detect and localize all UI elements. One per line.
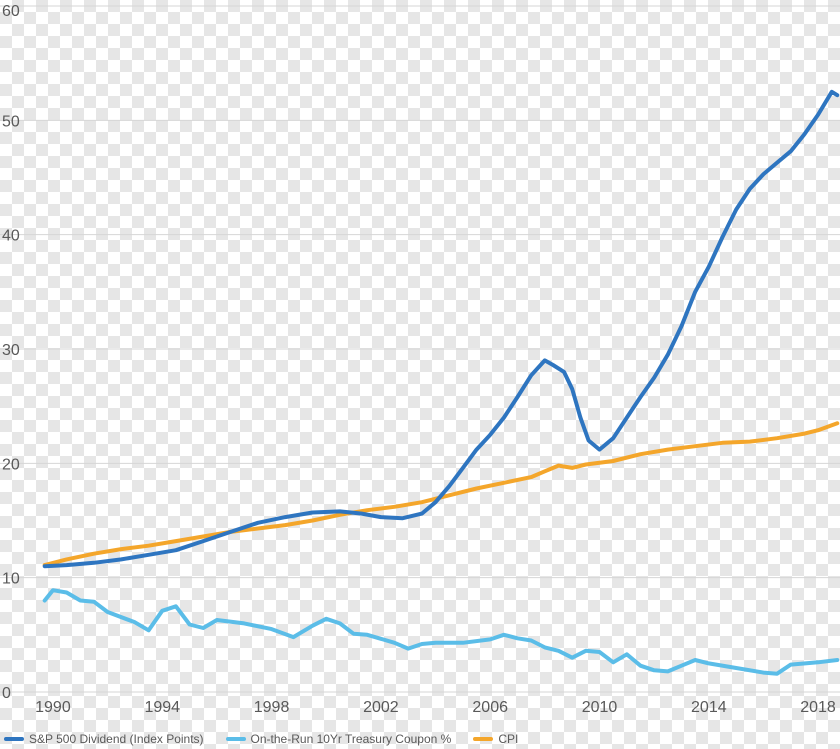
x-tick-label: 1998 [254,699,290,716]
legend-item-cpi: CPI [473,732,518,746]
legend-label-treasury-coupon: On-the-Run 10Yr Treasury Coupon % [250,732,452,746]
y-tick-label: 30 [2,342,20,359]
y-tick-label: 50 [2,113,20,130]
series-line-cpi [42,421,840,568]
x-tick-label: 2010 [582,699,618,716]
x-tick-label: 2002 [363,699,399,716]
y-tick-label: 10 [2,571,20,588]
x-tick-label: 2018 [800,699,836,716]
legend-swatch-cpi [473,737,494,741]
x-tick-label: 1990 [35,699,71,716]
legend-label-sp500-dividend: S&P 500 Dividend (Index Points) [29,732,204,746]
y-tick-label: 0 [2,685,11,702]
y-tick-label: 40 [2,228,20,245]
series-line-s-p-500-dividend-index-points [42,89,840,569]
y-tick-label: 20 [2,456,20,473]
x-tick-label: 1994 [144,699,180,716]
x-tick-label: 2006 [472,699,508,716]
legend-label-cpi: CPI [498,732,519,746]
legend-item-treasury-coupon: On-the-Run 10Yr Treasury Coupon % [225,732,452,746]
x-tick-label: 2014 [691,699,727,716]
series-lines [42,89,840,676]
y-axis-tick-labels: 0 10 20 30 40 50 60 [2,3,20,702]
legend-swatch-treasury-coupon [225,737,246,741]
gridlines [0,5,840,693]
legend: S&P 500 Dividend (Index Points) On-the-R… [4,730,540,748]
x-axis-tick-labels: 1990 1994 1998 2002 2006 2010 2014 2018 [35,699,836,716]
series-line-on-the-run-10yr-treasury-coupon [42,588,840,676]
legend-swatch-sp500-dividend [4,737,24,741]
legend-item-sp500-dividend: S&P 500 Dividend (Index Points) [4,732,204,746]
y-tick-label: 60 [2,3,20,20]
